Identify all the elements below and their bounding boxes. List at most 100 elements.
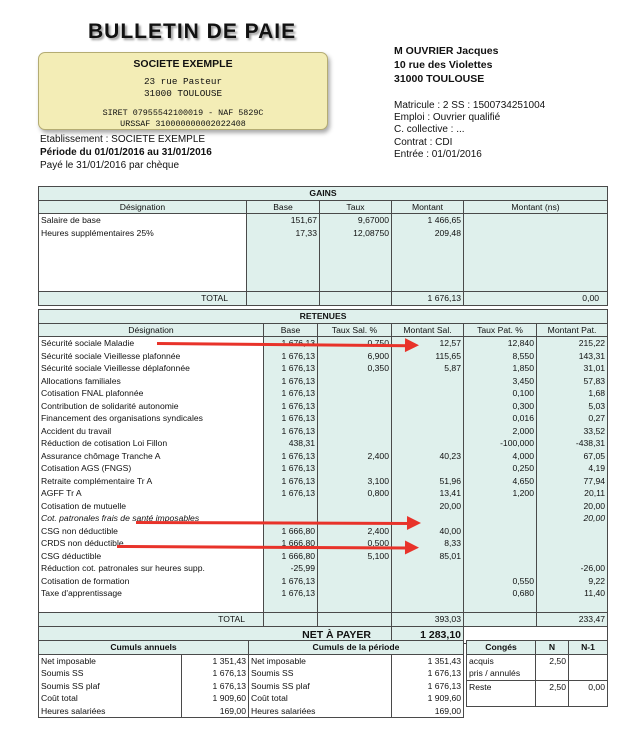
table-row: Cotisation de mutuelle 20,00 20,00 [38,499,609,512]
etablissement: Etablissement : SOCIETE EXEMPLE [40,134,206,145]
retenues-designation: Allocations familiales [38,374,264,387]
retenues-designation: Réduction cot. patronales sur heures sup… [38,562,264,575]
period-info: Etablissement : SOCIETE EXEMPLE Période … [40,133,212,172]
retenues-cell [317,424,392,437]
gains-header-cell: Désignation [38,200,247,214]
conges-reste: Reste [466,679,536,693]
retenues-cell: 0,680 [463,587,537,600]
table-row: Réduction cot. patronales sur heures sup… [38,562,609,575]
retenues-cell: 12,57 [391,336,464,350]
company-address: 23 rue Pasteur 31000 TOULOUSE [143,76,223,99]
cumul-label: Heures salariées [38,704,182,718]
company-name: SOCIETE EXEMPLE [133,58,233,70]
retenues-cell: 4,19 [535,462,609,475]
retenues-designation: Réduction de cotisation Loi Fillon [38,437,264,450]
retenues-cell: 438,31 [263,437,318,450]
retenues-cell: 13,41 [391,487,464,500]
retenues-cell: 1 676,13 [263,574,318,587]
retenues-cell: 0,250 [463,462,537,475]
cumul-label: Coût total [248,692,392,705]
retenues-designation: Accident du travail [38,424,264,437]
cumul-value: 1 351,43 [181,654,249,667]
cumul-label: Net imposable [248,654,392,667]
cumul-label: Heures salariées [248,704,392,718]
retenues-cell [317,574,392,587]
retenues-cell: 20,00 [535,499,609,512]
cumul-label: Soumis SS [248,667,392,680]
table-row: CSG déductible 1 666,80 5,100 85,01 [38,549,609,562]
retenues-cell: 1 676,13 [263,587,318,600]
table-row: Soumis SS plaf 1 676,13 Soumis SS plaf 1 67… [38,679,465,692]
retenues-cell: 40,00 [391,524,464,537]
retenues-cell: 1 676,13 [263,462,318,475]
retenues-designation: Contribution de solidarité autonomie [38,399,264,412]
retenues-cell [463,499,537,512]
retenues-cell: 51,96 [391,474,464,487]
cumul-value: 1 909,60 [181,692,249,705]
gains-header-cell: Montant [391,200,464,214]
retenues-cell [391,387,464,400]
table-row: Coût total 1 909,60 Coût total 1 909,60 [38,692,465,705]
retenues-title: RETENUES [37,309,609,324]
employee-name: M OUVRIER Jacques [394,45,499,57]
gains-table: GAINS Désignation Base Taux Montant Montant … [37,186,609,306]
gains-designation: Heures supplémentaires 25% [38,226,247,239]
retenues-cell [391,437,464,450]
retenues-cell: 40,23 [391,449,464,462]
retenues-header-cell: Base [263,323,318,337]
cumul-value: 1 676,13 [181,667,249,680]
retenues-cell: 0,550 [463,574,537,587]
retenues-designation: Taxe d'apprentissage [38,587,264,600]
retenues-cell: -438,31 [535,437,609,450]
retenues-designation: Sécurité sociale Maladie [38,336,264,350]
gains-cell: 9,67000 [319,213,392,227]
retenues-cell: 0,016 [463,412,537,425]
payment-date: Payé le 31/01/2016 par chèque [40,160,179,171]
retenues-total-pat: 233,47 [535,612,609,626]
retenues-cell: 1 676,13 [263,412,318,425]
retenues-designation: Cotisation FNAL plafonnée [38,387,264,400]
net-label: NET À PAYER [38,625,392,643]
retenues-cell [535,549,609,562]
table-row: Salaire de base 151,67 9,67000 1 466,65 [38,213,609,227]
cumuls-table: Cumuls annuels Cumuls de la période Net … [38,640,465,718]
retenues-cell: 115,65 [391,349,464,362]
retenues-cell: 9,22 [535,574,609,587]
retenues-cell [317,412,392,425]
table-row: Allocations familiales 1 676,13 3,450 57,83 [38,374,609,387]
cumul-value: 1 676,13 [181,679,249,692]
retenues-designation: Sécurité sociale Vieillesse déplafonnée [38,362,264,375]
table-row: Soumis SS 1 676,13 Soumis SS 1 676,13 [38,667,465,680]
gains-cell [462,226,609,239]
company-identifiers: SIRET 07955542100019 - NAF 5829C URSSAF … [102,108,264,129]
retenues-cell: 20,00 [535,512,609,525]
cumul-value: 169,00 [390,704,465,718]
gains-cell [462,213,609,227]
retenues-table: RETENUES Désignation Base Taux Sal. % Monta… [37,309,609,644]
gains-cell: 1 466,65 [391,213,464,227]
retenues-cell [317,374,392,387]
table-row: Cotisation AGS (FNGS) 1 676,13 0,250 4,19 [38,462,609,475]
table-row: Heures supplémentaires 25% 17,33 12,08750 2… [38,226,609,239]
employee-address: M OUVRIER Jacques 10 rue des Violettes 3… [394,45,499,85]
retenues-header-cell: Montant Sal. [391,323,464,337]
retenues-cell: 0,300 [463,399,537,412]
retenues-cell [391,562,464,575]
retenues-cell: 5,100 [317,549,392,562]
gains-cell: 151,67 [246,213,320,227]
table-row: Sécurité sociale Vieillesse déplafonnée 1… [38,362,609,375]
cumul-value: 1 676,13 [390,679,465,692]
retenues-cell [391,399,464,412]
retenues-total-label: TOTAL [38,612,264,626]
table-row: Net imposable 1 351,43 Net imposable 1 351,… [38,654,465,667]
cumul-value: 169,00 [181,704,249,718]
retenues-cell [317,587,392,600]
table-row: Sécurité sociale Vieillesse plafonnée 1 6… [38,349,609,362]
conges-title: Congés [466,640,536,655]
retenues-designation: Cotisation de formation [38,574,264,587]
retenues-cell: 5,87 [391,362,464,375]
retenues-cell [463,512,537,525]
gains-cell: 209,48 [391,226,464,239]
